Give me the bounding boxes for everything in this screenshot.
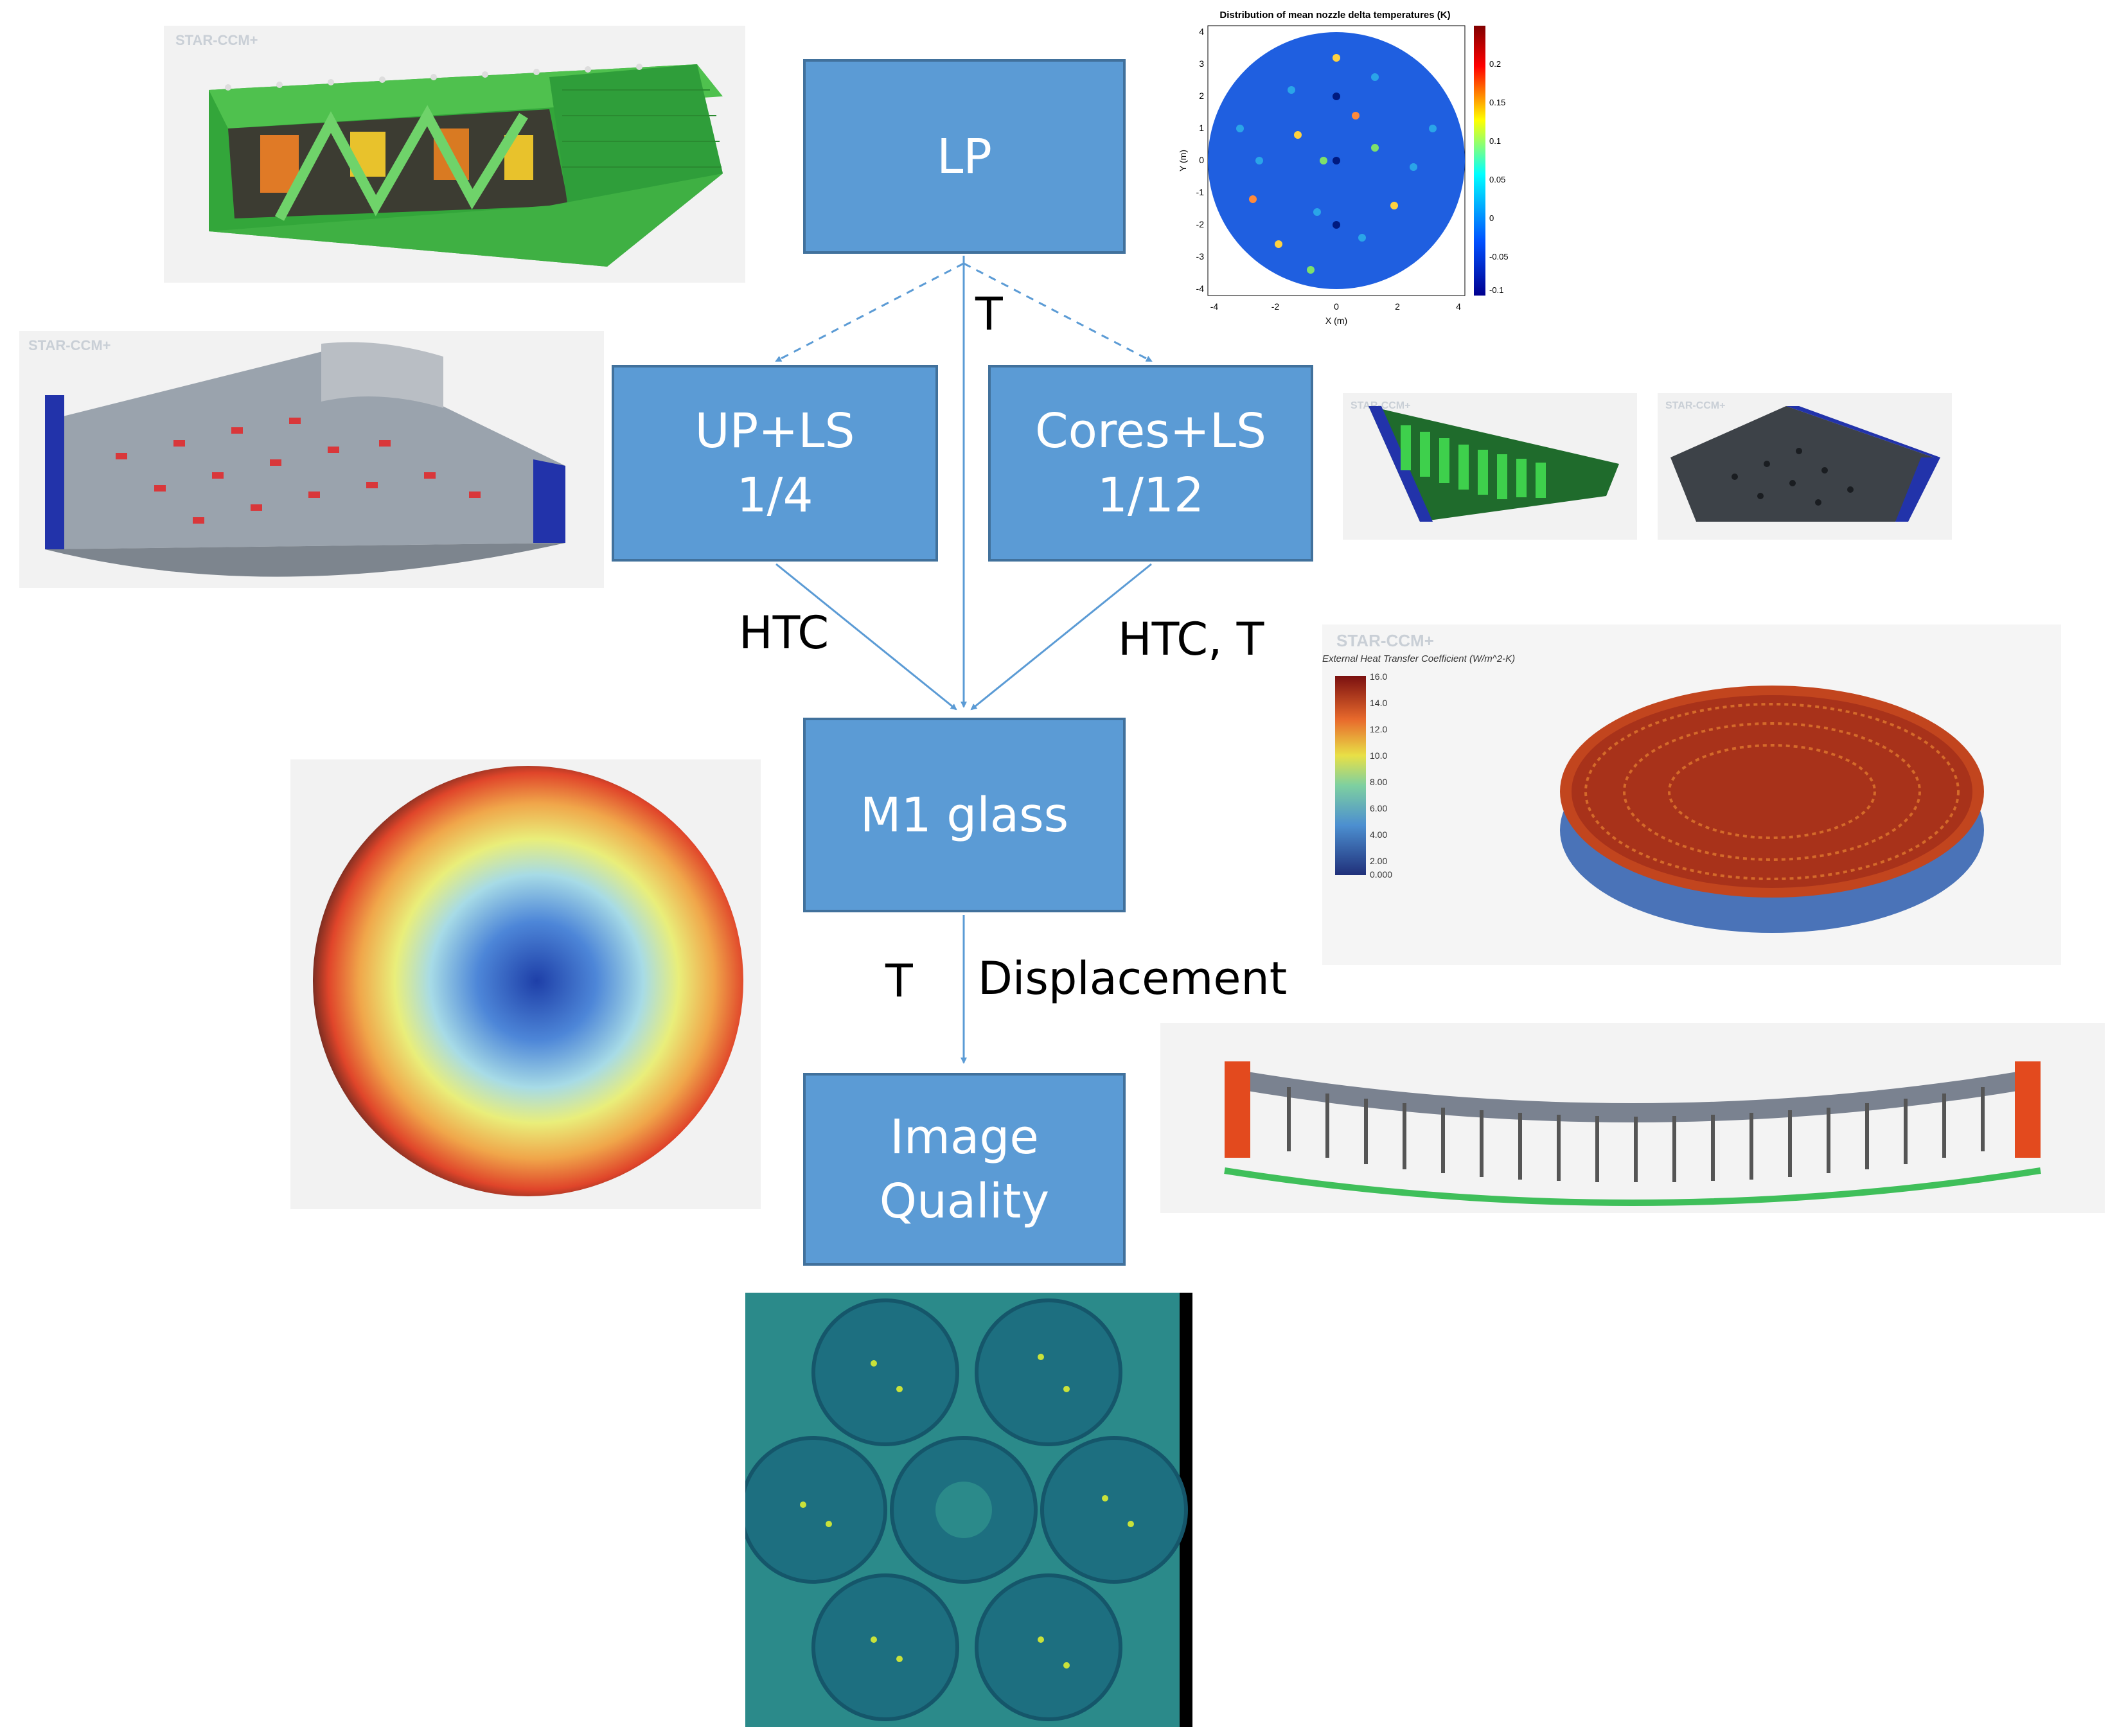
node-lp: LP xyxy=(803,59,1126,254)
cbar-tick-2: 0.1 xyxy=(1489,136,1501,146)
cbar-tick-5: -0.05 xyxy=(1489,252,1509,261)
y-tick-6: -2 xyxy=(1196,219,1205,229)
y-tick-0: 4 xyxy=(1199,26,1204,37)
node-m1-glass: M1 glass xyxy=(803,718,1126,912)
node-lp-label: LP xyxy=(937,128,992,184)
x-tick-3: 2 xyxy=(1395,301,1400,312)
cores-render-green-image: STAR-CCM+ xyxy=(1351,400,1619,522)
star-ccm-watermark-5: STAR-CCM+ xyxy=(1336,631,1434,650)
panel-up-ls-render: STAR-CCM+ xyxy=(19,331,604,588)
star-ccm-watermark: STAR-CCM+ xyxy=(175,32,258,48)
y-tick-8: -4 xyxy=(1196,283,1205,294)
cbar-tick-1: 0.15 xyxy=(1489,98,1505,107)
panel-cores-render-green: STAR-CCM+ xyxy=(1343,393,1637,540)
y-tick-1: 3 xyxy=(1199,58,1204,69)
node-cores-ls-line1: Cores+LS xyxy=(1034,403,1267,459)
node-up-ls-line1: UP+LS xyxy=(695,403,855,459)
panel-m1-displacement xyxy=(1160,1023,2105,1213)
node-image-quality: Image Quality xyxy=(803,1073,1126,1266)
edge-lp-cores-ls xyxy=(963,262,1153,362)
cbar-tick-6: -0.1 xyxy=(1489,285,1503,295)
x-tick-1: -2 xyxy=(1271,301,1280,312)
star-ccm-watermark-2: STAR-CCM+ xyxy=(28,337,111,353)
scatter-plot: Distribution of mean nozzle delta temper… xyxy=(1178,10,1509,326)
node-m1-glass-label: M1 glass xyxy=(860,787,1069,843)
node-up-ls: UP+LS 1/4 xyxy=(612,365,938,562)
htc-tick-6: 4.00 xyxy=(1370,829,1387,840)
edge-label-htc-left: HTC xyxy=(739,607,829,659)
lp-render-image: STAR-CCM+ xyxy=(175,32,723,267)
cbar-tick-0: 0.2 xyxy=(1489,59,1501,69)
star-ccm-watermark-3: STAR-CCM+ xyxy=(1351,400,1410,411)
x-tick-4: 4 xyxy=(1456,301,1461,312)
node-image-quality-line2: Quality xyxy=(879,1174,1050,1229)
y-tick-7: -3 xyxy=(1196,251,1205,261)
htc-tick-3: 10.0 xyxy=(1370,750,1387,761)
htc-tick-5: 6.00 xyxy=(1370,803,1387,813)
up-ls-render-image: STAR-CCM+ xyxy=(28,337,565,577)
star-ccm-watermark-4: STAR-CCM+ xyxy=(1665,400,1725,411)
node-cores-ls: Cores+LS 1/12 xyxy=(988,365,1313,562)
scatter-colorbar xyxy=(1474,26,1485,296)
htc-tick-7: 2.00 xyxy=(1370,856,1387,866)
edge-label-t-top: T xyxy=(975,288,1003,341)
edge-label-t-bottom: T xyxy=(885,955,913,1007)
psf-image xyxy=(740,1293,1192,1727)
y-tick-4: 0 xyxy=(1199,155,1204,165)
y-tick-5: -1 xyxy=(1196,187,1205,197)
edge-label-htc-t-right: HTC, T xyxy=(1118,613,1264,666)
htc-tick-8: 0.000 xyxy=(1370,869,1392,880)
htc-tick-1: 14.0 xyxy=(1370,698,1387,708)
cores-render-gray-image: STAR-CCM+ xyxy=(1665,400,1940,522)
panel-image-quality-psf xyxy=(740,1293,1192,1727)
htc-colorbar xyxy=(1335,676,1366,875)
htc-legend-title: External Heat Transfer Coefficient (W/m^… xyxy=(1322,653,1515,664)
panel-m1-temperature-map xyxy=(290,759,761,1209)
edge-up-ls-m1 xyxy=(775,563,957,711)
htc-render-image: STAR-CCM+ External Heat Transfer Coeffic… xyxy=(1322,631,1984,933)
htc-tick-0: 16.0 xyxy=(1370,671,1387,682)
y-tick-3: 1 xyxy=(1199,123,1204,133)
node-cores-ls-line2: 1/12 xyxy=(1097,468,1205,523)
cbar-tick-4: 0 xyxy=(1489,213,1494,223)
y-tick-2: 2 xyxy=(1199,91,1204,101)
cbar-tick-3: 0.05 xyxy=(1489,175,1505,184)
scatter-xlabel: X (m) xyxy=(1325,315,1347,326)
scatter-ylabel: Y (m) xyxy=(1178,150,1188,172)
m1-displacement-image xyxy=(1224,1061,2041,1206)
scatter-title: Distribution of mean nozzle delta temper… xyxy=(1219,10,1450,21)
htc-tick-2: 12.0 xyxy=(1370,724,1387,734)
panel-cores-render-gray: STAR-CCM+ xyxy=(1658,393,1952,540)
panel-htc-render: STAR-CCM+ External Heat Transfer Coeffic… xyxy=(1322,624,2061,965)
node-up-ls-line2: 1/4 xyxy=(736,468,813,523)
edge-label-displacement: Displacement xyxy=(978,952,1288,1005)
edge-lp-up-ls xyxy=(775,262,964,362)
htc-tick-4: 8.00 xyxy=(1370,777,1387,787)
x-tick-0: -4 xyxy=(1210,301,1219,312)
node-image-quality-line1: Image xyxy=(890,1110,1039,1165)
panel-nozzle-scatter-plot: Distribution of mean nozzle delta temper… xyxy=(1163,0,1510,347)
edge-cores-ls-m1 xyxy=(970,563,1152,711)
panel-lp-render: STAR-CCM+ xyxy=(164,26,745,283)
m1-temperature-image xyxy=(313,766,743,1196)
x-tick-2: 0 xyxy=(1334,301,1339,312)
